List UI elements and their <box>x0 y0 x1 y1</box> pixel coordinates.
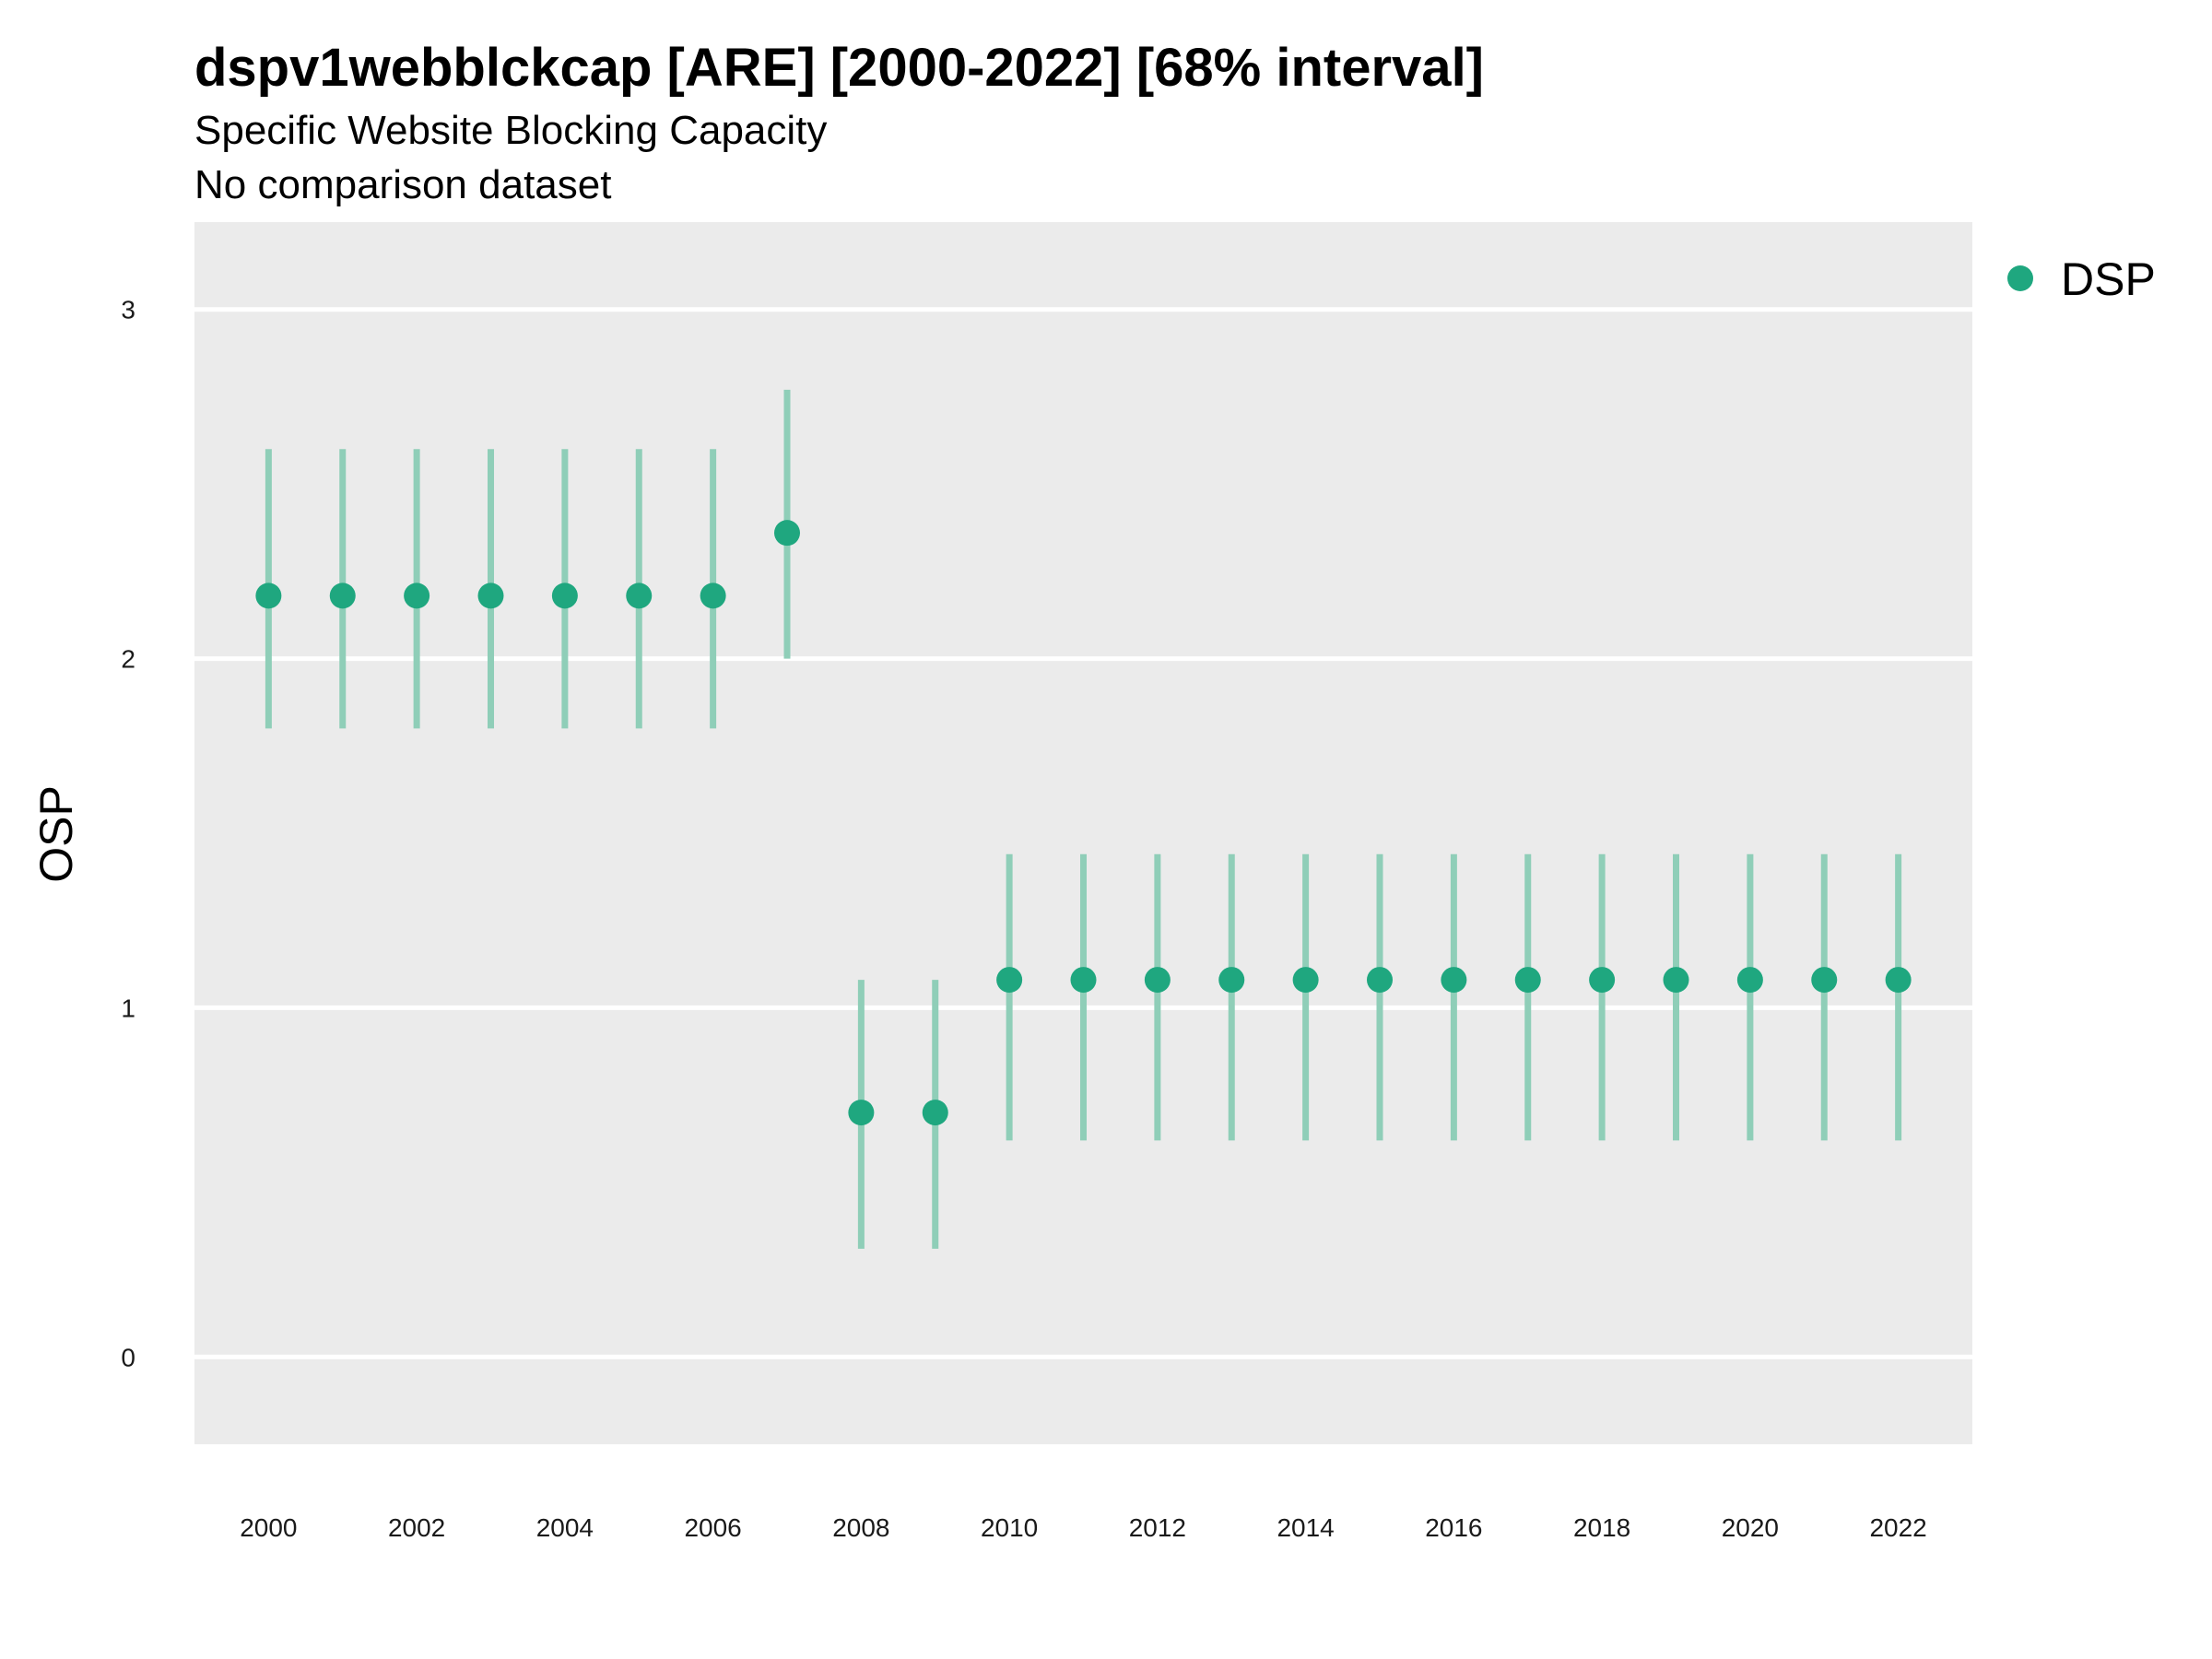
data-point <box>551 582 578 609</box>
x-tick-label: 2016 <box>1425 1513 1482 1542</box>
data-point <box>255 582 282 609</box>
data-point <box>1218 967 1245 994</box>
data-point <box>1663 967 1689 994</box>
chart-subtitle: Specific Website Blocking Capacity <box>194 108 827 153</box>
legend-marker-dsp <box>2007 265 2033 291</box>
grid-lines <box>153 307 1972 1359</box>
x-tick-label: 2008 <box>832 1513 889 1542</box>
legend: DSP <box>2007 253 2156 305</box>
y-tick-label: 2 <box>121 645 135 674</box>
chart-caption: No comparison dataset <box>194 162 611 207</box>
chart-title: dspv1webblckcap [ARE] [2000-2022] [68% i… <box>194 38 1484 98</box>
y-tick-label: 1 <box>121 994 135 1022</box>
data-point <box>1070 967 1097 994</box>
data-point <box>1589 967 1616 994</box>
data-point <box>996 967 1023 994</box>
x-tick-label: 2006 <box>684 1513 741 1542</box>
legend-label-dsp: DSP <box>2061 253 2156 305</box>
x-tick-label: 2010 <box>981 1513 1038 1542</box>
x-tick-label: 2022 <box>1869 1513 1926 1542</box>
data-point <box>774 520 800 547</box>
point-series <box>255 520 1912 1126</box>
x-tick-label: 2020 <box>1722 1513 1779 1542</box>
data-point <box>1736 967 1763 994</box>
x-axis-ticks: 2000 2002 2004 2006 2008 2010 2012 2014 2016 2018… <box>240 1513 1927 1542</box>
x-tick-label: 2004 <box>536 1513 594 1542</box>
y-tick-label: 0 <box>121 1343 135 1371</box>
x-tick-label: 2014 <box>1277 1513 1334 1542</box>
data-point <box>477 582 504 609</box>
data-point <box>404 582 430 609</box>
data-point <box>922 1100 948 1126</box>
data-point <box>329 582 356 609</box>
data-point <box>1144 967 1171 994</box>
data-point <box>1811 967 1838 994</box>
data-point <box>700 582 726 609</box>
x-tick-label: 2000 <box>240 1513 297 1542</box>
y-axis-ticks: 0 1 2 3 <box>121 296 135 1372</box>
data-point <box>1514 967 1541 994</box>
data-point <box>1292 967 1319 994</box>
x-tick-label: 2012 <box>1129 1513 1186 1542</box>
y-tick-label: 3 <box>121 296 135 324</box>
y-axis-label: OSP <box>30 785 82 883</box>
data-point <box>1367 967 1393 994</box>
data-point <box>626 582 653 609</box>
data-point <box>1885 967 1912 994</box>
x-tick-label: 2018 <box>1573 1513 1630 1542</box>
plot-panel <box>194 222 1972 1444</box>
data-point <box>1441 967 1467 994</box>
data-point <box>848 1100 875 1126</box>
x-tick-label: 2002 <box>388 1513 445 1542</box>
